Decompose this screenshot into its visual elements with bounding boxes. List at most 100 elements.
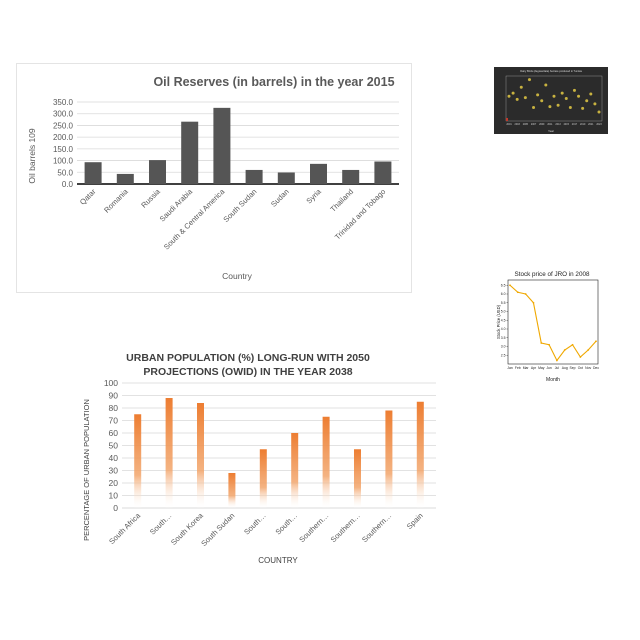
x-tick-label: Southern…: [297, 511, 330, 544]
x-tick-label: Nov: [585, 366, 591, 370]
y-tick-label: 0.0: [62, 180, 74, 189]
bar: [354, 449, 361, 508]
data-point: [571, 343, 574, 346]
bar: [416, 401, 424, 508]
bar: [291, 433, 299, 508]
scatter-point: [536, 93, 540, 97]
scatter-point: [544, 83, 548, 87]
x-tick-label: 2023: [596, 123, 602, 126]
x-tick-label: Syria: [304, 186, 323, 205]
scatter-point: [589, 92, 593, 96]
data-point: [532, 301, 535, 304]
oil-reserves-chart-panel: Oil Reserves (in barrels) in the year 20…: [16, 63, 412, 293]
x-tick-label: South Sudan: [221, 187, 258, 224]
accent-mark: [506, 118, 508, 121]
x-tick-label: Jan: [507, 366, 513, 370]
bar: [385, 410, 393, 508]
scatter-point: [527, 78, 531, 82]
data-point: [556, 359, 558, 362]
scatter-point: [581, 106, 585, 110]
bar: [149, 160, 166, 184]
bar: [213, 107, 231, 184]
y-tick-label: 300.0: [53, 110, 74, 119]
scatter-x-axis-label: Year: [548, 129, 554, 133]
y-tick-label: 250.0: [53, 121, 74, 130]
data-point: [563, 349, 566, 351]
x-tick-label: South…: [274, 511, 300, 537]
scatter-point: [507, 94, 511, 98]
scatter-point: [568, 106, 572, 109]
x-tick-label: 2007: [531, 123, 537, 126]
scatter-point: [519, 85, 523, 89]
plot-frame: [507, 279, 599, 365]
bar: [116, 173, 134, 184]
bar: [259, 449, 267, 508]
plot-frame: [505, 75, 603, 122]
y-tick-label: 350.0: [53, 98, 74, 107]
y-tick-label: 20: [109, 478, 119, 488]
x-tick-label: Apr: [531, 366, 537, 370]
series-line: [509, 284, 597, 362]
y-tick-label: 2.5: [501, 353, 506, 357]
x-tick-label: 2013: [555, 123, 561, 126]
bar: [374, 161, 392, 184]
scatter-point: [540, 99, 544, 103]
urban-chart-title-line-1: URBAN POPULATION (%) LONG-RUN WITH 2050: [126, 352, 370, 364]
data-point: [509, 284, 511, 287]
x-tick-label: 2019: [580, 123, 586, 126]
oil-reserves-chart: Oil Reserves (in barrels) in the year 20…: [27, 75, 399, 281]
bar: [165, 398, 173, 508]
y-tick-label: 80: [109, 403, 119, 413]
stock-chart-title: Stock price of JRO in 2008: [515, 271, 590, 278]
y-tick-label: 4.5: [501, 318, 506, 322]
scatter-point: [523, 96, 527, 100]
scatter-point: [597, 110, 601, 114]
scatter-point: [548, 105, 552, 109]
data-point: [524, 293, 527, 295]
x-tick-label: 2011: [547, 123, 553, 126]
x-tick-label: Thailand: [328, 187, 355, 214]
stock-price-chart: Stock price of JRO in 2008 Stock Price (…: [496, 271, 599, 383]
y-tick-label: 90: [109, 391, 119, 401]
x-tick-label: Qatar: [78, 187, 98, 207]
y-tick-label: 3.5: [501, 336, 506, 340]
x-tick-label: South Sudan: [199, 511, 236, 548]
scatter-point: [552, 94, 556, 98]
x-tick-label: Russia: [139, 186, 162, 209]
urban-y-axis-label: PERCENTAGE OF URBAN POPULATION: [82, 399, 91, 541]
bar: [134, 414, 142, 508]
y-tick-label: 5.0: [501, 310, 506, 314]
data-point: [540, 342, 543, 344]
scatter-point: [593, 102, 597, 106]
urban-x-axis-label: COUNTRY: [258, 556, 298, 565]
scatter-point: [511, 91, 515, 95]
x-tick-label: 2017: [572, 123, 578, 126]
x-tick-label: Southern…: [360, 511, 393, 544]
x-tick-label: South…: [148, 511, 174, 537]
x-tick-label: Aug: [562, 366, 568, 370]
y-tick-label: 70: [109, 416, 119, 426]
scatter-point: [532, 106, 536, 109]
stock-x-axis-label: Month: [546, 377, 560, 383]
y-tick-label: 0: [113, 503, 118, 513]
scatter-point: [564, 97, 568, 100]
x-tick-label: 2003: [515, 123, 521, 126]
x-tick-label: Oct: [578, 366, 583, 370]
bar: [245, 169, 263, 184]
bar: [197, 403, 204, 508]
scatter-point: [560, 91, 564, 95]
x-tick-label: Sep: [570, 366, 576, 370]
x-tick-label: Southern…: [329, 511, 362, 544]
x-tick-label: 2021: [588, 123, 594, 126]
x-tick-label: Spain: [405, 511, 425, 531]
scatter-point: [515, 97, 519, 101]
urban-chart-title-line-2: PROJECTIONS (OWID) IN THE YEAR 2038: [143, 366, 352, 378]
bar: [342, 169, 360, 184]
x-tick-label: Jun: [546, 366, 552, 370]
scatter-point: [585, 99, 589, 103]
oil-x-axis-label: Country: [222, 271, 253, 281]
y-tick-label: 50: [109, 441, 119, 451]
x-tick-label: 2015: [564, 123, 570, 126]
y-tick-label: 10: [109, 491, 119, 501]
stock-price-chart-panel: Stock price of JRO in 2008 Stock Price (…: [492, 268, 606, 384]
